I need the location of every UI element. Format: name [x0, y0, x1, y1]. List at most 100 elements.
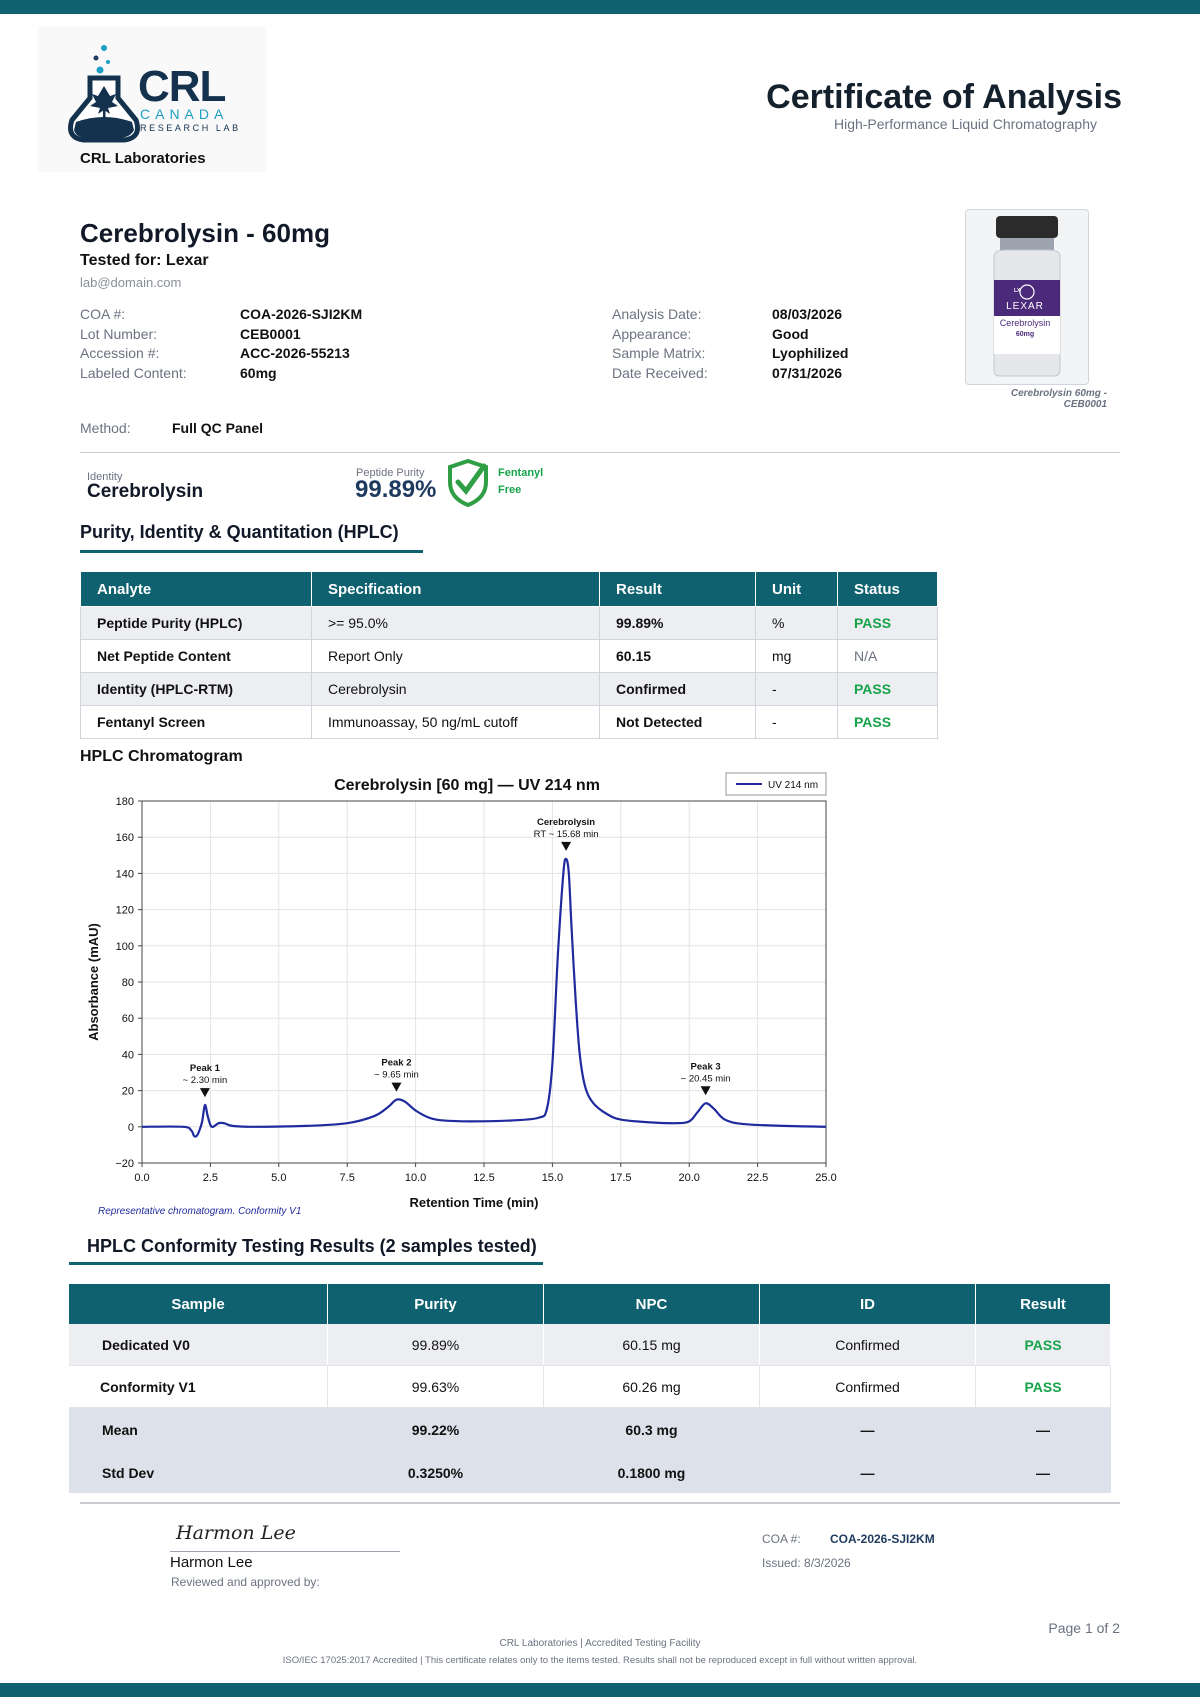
conformity-table: Sample Purity NPC ID Result Dedicated V0…: [69, 1284, 1111, 1493]
peak-label-rt: RT ~ 15.68 min: [534, 829, 599, 840]
vial-icon: [993, 216, 1061, 377]
logo: [38, 26, 266, 172]
identity-value: Cerebrolysin: [87, 481, 204, 502]
y-tick-label: 0: [128, 1122, 134, 1134]
certificate-subtitle: High-Performance Liquid Chromatography: [833, 116, 1097, 132]
cell-analyte: Peptide Purity (HPLC): [80, 606, 312, 640]
cell-unit: -: [755, 672, 838, 706]
table-header-row: Sample Purity NPC ID Result: [69, 1284, 1111, 1324]
footer-line1: CRL Laboratories | Accredited Testing Fa…: [499, 1638, 701, 1649]
cell-stat-label: Std Dev: [69, 1452, 328, 1493]
flask-logo-icon: [68, 45, 140, 143]
x-axis-label: Retention Time (min): [409, 1195, 538, 1210]
table-row: Identity (HPLC-RTM) Cerebrolysin Confirm…: [80, 672, 938, 706]
cell-sample: Conformity V1: [69, 1365, 328, 1408]
cell-analyte: Identity (HPLC-RTM): [80, 672, 312, 706]
top-bar: [0, 0, 1200, 14]
col-result: Result: [975, 1284, 1111, 1324]
cell-npc: 60.3 mg: [543, 1407, 760, 1452]
peak-marker-icon: [199, 1088, 210, 1098]
lot-value: CEB0001: [240, 326, 301, 342]
col-id: ID: [759, 1284, 976, 1324]
lab-name: CRL Laboratories: [80, 150, 206, 167]
cell-status: PASS: [837, 672, 938, 706]
cell-spec: >= 95.0%: [311, 606, 600, 640]
peak-label-rt: ~ 2.30 min: [183, 1075, 228, 1086]
table-header-row: Analyte Specification Result Unit Status: [80, 571, 938, 607]
client-email[interactable]: lab@domain.com: [80, 275, 182, 290]
y-axis-label: Absorbance (mAU): [86, 923, 101, 1041]
y-tick-label: 100: [116, 941, 134, 953]
method-label: Method:: [80, 420, 131, 436]
table-row: Fentanyl Screen Immunoassay, 50 ng/mL cu…: [80, 705, 938, 739]
divider: [80, 1502, 1120, 1504]
peptide-purity-value: 99.89%: [355, 476, 437, 503]
x-tick-label: 25.0: [815, 1172, 836, 1184]
cell-unit: mg: [755, 639, 838, 673]
fentanyl-line1: Fentanyl: [498, 467, 544, 479]
footer-coa-value: COA-2026-SJI2KM: [830, 1532, 935, 1546]
col-sample: Sample: [69, 1284, 328, 1324]
y-tick-label: −20: [115, 1158, 134, 1170]
appearance-value: Good: [772, 326, 809, 342]
table-row: Conformity V1 99.63% 60.26 mg Confirmed …: [69, 1365, 1111, 1408]
cell-stat-label: Mean: [69, 1407, 328, 1452]
table-row-mean: Mean 99.22% 60.3 mg — —: [69, 1407, 1111, 1452]
signature-line: [170, 1551, 400, 1552]
y-tick-label: 40: [122, 1049, 134, 1061]
section-underline: [80, 550, 423, 553]
cell-npc: 0.1800 mg: [543, 1452, 760, 1493]
table-row: Dedicated V0 99.89% 60.15 mg Confirmed P…: [69, 1324, 1111, 1366]
x-tick-label: 15.0: [542, 1172, 563, 1184]
signer-name: Harmon Lee: [170, 1554, 253, 1571]
sample-matrix-value: Lyophilized: [772, 345, 849, 361]
footer-line2: ISO/IEC 17025:2017 Accredited | This cer…: [282, 1655, 918, 1666]
section-title-conformity: HPLC Conformity Testing Results (2 sampl…: [87, 1236, 537, 1256]
cell-spec: Immunoassay, 50 ng/mL cutoff: [311, 705, 600, 739]
peak-label-name: Peak 3: [691, 1061, 721, 1072]
col-purity: Purity: [327, 1284, 544, 1324]
cell-npc: 60.26 mg: [543, 1365, 760, 1408]
chart-legend: UV 214 nm: [725, 772, 827, 796]
peak-marker-icon: [700, 1086, 711, 1096]
cell-analyte: Net Peptide Content: [80, 639, 312, 673]
peak-label-rt: ~ 20.45 min: [681, 1073, 731, 1084]
peptide-purity-label: Peptide Purity: [356, 467, 425, 479]
hplc-chromatogram-chart: Cerebrolysin [60 mg] — UV 214 nm 0.0 2.5 5…: [86, 772, 837, 1217]
col-unit: Unit: [755, 571, 838, 607]
peak-label-rt: ~ 9.65 min: [374, 1070, 419, 1081]
chart-title: Cerebrolysin [60 mg] — UV 214 nm: [334, 777, 600, 794]
cell-status: N/A: [837, 639, 938, 673]
issued-date: Issued: 8/3/2026: [762, 1556, 851, 1570]
labeled-content-value: 60mg: [240, 365, 277, 381]
cell-result: 60.15: [599, 639, 756, 673]
cell-purity: 99.63%: [327, 1365, 544, 1408]
cell-id: —: [759, 1452, 976, 1493]
legend-entry: UV 214 nm: [768, 780, 818, 791]
bottom-bar: [0, 1683, 1200, 1697]
tested-for: Tested for: Lexar: [80, 252, 209, 269]
vial-dose: 60mg: [1015, 331, 1035, 338]
cell-result: —: [975, 1407, 1111, 1452]
x-axis-ticks: 0.0 2.5 5.0 7.5 10.0 12.5 15.0 17.5 20.0 22.5 25.0: [134, 1163, 837, 1184]
cell-unit: -: [755, 705, 838, 739]
cell-result: PASS: [975, 1365, 1111, 1408]
legend-box: [725, 772, 827, 796]
cell-spec: Cerebrolysin: [311, 672, 600, 706]
results-table: Analyte Specification Result Unit Status…: [80, 571, 938, 739]
x-tick-label: 20.0: [678, 1172, 699, 1184]
appearance-label: Appearance:: [612, 326, 692, 342]
analysis-date-value: 08/03/2026: [772, 306, 843, 322]
x-tick-label: 12.5: [473, 1172, 494, 1184]
cell-unit: %: [755, 606, 838, 640]
cell-spec: Report Only: [311, 639, 600, 673]
table-row: Net Peptide Content Report Only 60.15 mg…: [80, 639, 938, 673]
cell-purity: 99.22%: [327, 1407, 544, 1452]
cell-analyte: Fentanyl Screen: [80, 705, 312, 739]
date-received-value: 07/31/2026: [772, 365, 843, 381]
analysis-date-label: Analysis Date:: [612, 306, 702, 322]
chart-grid: [141, 800, 827, 1164]
y-tick-label: 140: [116, 868, 134, 880]
logo-subtitle-research: RESEARCH LAB: [140, 123, 241, 133]
identity-label: Identity: [87, 471, 123, 483]
